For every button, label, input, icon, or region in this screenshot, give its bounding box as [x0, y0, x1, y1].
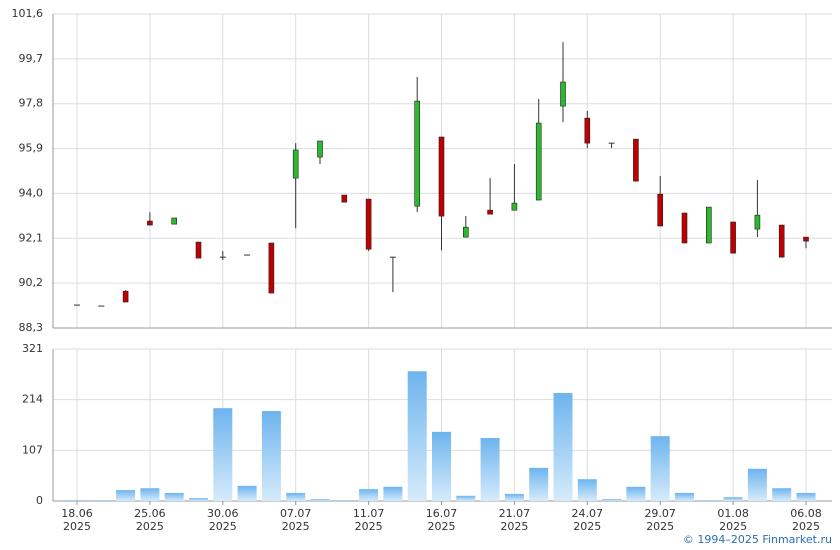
volume-bar: [675, 492, 694, 501]
candle-body: [438, 136, 445, 217]
y-tick-label: 94,0: [19, 186, 44, 199]
volume-bar: [626, 486, 646, 501]
volume-bar: [91, 500, 111, 501]
y-tick-label: 97,8: [19, 97, 44, 110]
candle-body: [730, 221, 736, 254]
candle-body: [705, 206, 712, 244]
candle-body: [487, 209, 493, 215]
x-tick-label: 18.06 2025: [61, 507, 93, 533]
volume-bar: [723, 497, 743, 501]
y-tick-label: 214: [22, 393, 43, 406]
volume-bar: [334, 500, 354, 501]
x-tick-label: 07.07 2025: [279, 507, 312, 533]
volume-bar: [456, 495, 476, 501]
x-tick-label: 25.06 2025: [134, 507, 166, 533]
volume-bar: [237, 485, 257, 501]
y-tick-label: 90,2: [19, 276, 44, 289]
candle-body: [171, 217, 177, 225]
y-tick-label: 88,3: [19, 321, 44, 334]
copyright: © 1994–2025 Finmarket.ru: [682, 533, 832, 546]
volume-bar: [529, 467, 549, 501]
volume-bar: [747, 468, 767, 501]
x-tick-label: 11.07 2025: [352, 507, 385, 533]
volume-bar: [602, 499, 622, 501]
volume-bar: [383, 486, 403, 501]
candle-body: [195, 241, 202, 259]
x-tick-label: 01.08 2025: [717, 507, 749, 533]
y-tick-label: 99,7: [19, 52, 44, 65]
volume-bar: [407, 371, 427, 501]
candle-body: [414, 100, 421, 207]
volume-bar: [577, 479, 597, 501]
candle-body: [317, 140, 323, 158]
y-tick-label: 107: [22, 443, 43, 456]
volume-bar: [213, 408, 233, 501]
candle-body: [560, 81, 566, 107]
candle-body: [341, 194, 348, 203]
volume-bar: [359, 489, 379, 501]
candle-body: [633, 138, 639, 182]
volume-bar: [116, 490, 136, 501]
candle-body: [681, 212, 688, 244]
volume-bar: [553, 393, 573, 501]
volume-bar: [140, 488, 160, 501]
candle-body: [268, 242, 275, 294]
candle-body: [584, 117, 591, 144]
volume-bar: [796, 492, 816, 501]
candle-body: [122, 290, 129, 303]
candle-body: [778, 224, 785, 258]
volume-bar: [67, 500, 87, 501]
y-tick-label: 92,1: [19, 231, 44, 244]
volume-bar: [772, 488, 792, 501]
volume-bar: [432, 431, 451, 501]
x-tick-label: 21.07 2025: [498, 507, 531, 533]
candle-body: [462, 226, 469, 238]
volume-bar: [650, 436, 670, 501]
volume-bar: [261, 411, 281, 501]
x-tick-label: 06.08 2025: [790, 507, 822, 533]
candle-body: [803, 236, 809, 242]
x-tick-label: 30.06 2025: [207, 507, 239, 533]
y-tick-label: 101,6: [12, 7, 44, 20]
candle-body: [292, 149, 299, 179]
candle-body: [147, 220, 153, 226]
volume-bar: [164, 492, 184, 501]
y-tick-label: 321: [22, 342, 43, 355]
x-tick-label: 16.07 2025: [425, 507, 458, 533]
volume-bar: [189, 498, 208, 501]
volume-bar: [286, 492, 306, 501]
candle-body: [657, 193, 664, 227]
candle-body: [535, 122, 542, 201]
x-tick-label: 29.07 2025: [644, 507, 676, 533]
volume-bar: [310, 499, 330, 501]
candle-body: [511, 202, 518, 211]
candle-body: [365, 198, 372, 250]
candle-body: [754, 214, 761, 230]
y-tick-label: 95,9: [19, 142, 44, 155]
y-tick-label: 0: [36, 494, 43, 507]
volume-bar: [699, 500, 719, 501]
volume-bar: [480, 438, 500, 501]
volume-bar: [504, 493, 524, 501]
x-tick-label: 24.07 2025: [571, 507, 604, 533]
